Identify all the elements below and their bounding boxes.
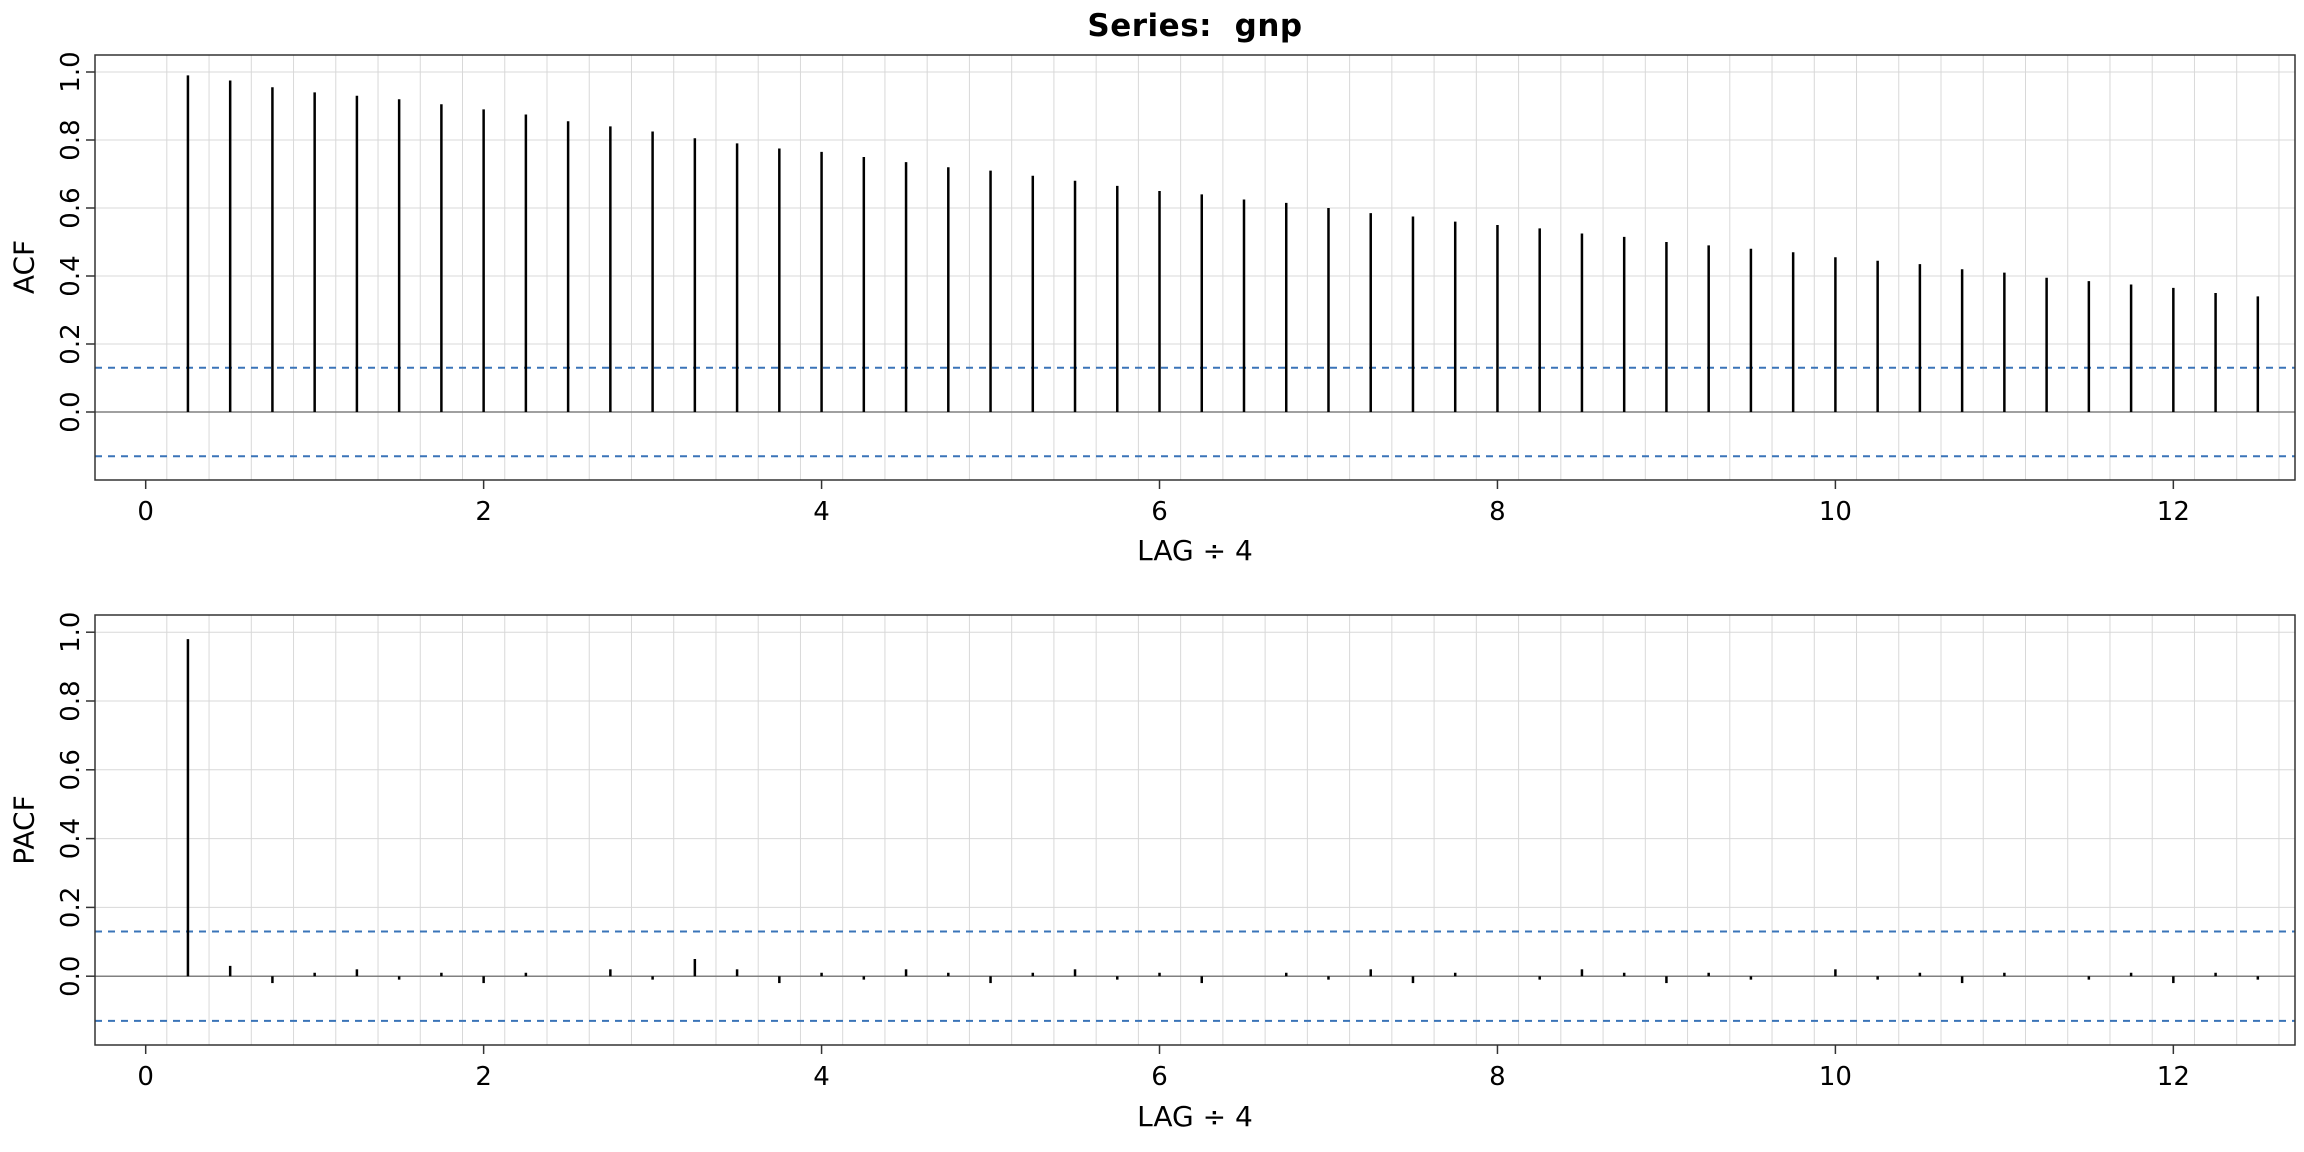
acf-x-tick-label: 0	[137, 497, 154, 527]
pacf-x-tick-label: 6	[1151, 1062, 1168, 1092]
acf-y-tick-label: 0.2	[56, 323, 86, 364]
acf-y-tick-label: 1.0	[56, 51, 86, 92]
pacf-x-tick-label: 2	[475, 1062, 492, 1092]
acf-x-tick-label: 12	[2157, 497, 2190, 527]
pacf-plot-area: 0 2 4 6 8 10 12 0.0 0.2 0.4 0.6 0.8 1.0	[56, 612, 2296, 1092]
pacf-y-tick-label: 0.6	[56, 749, 86, 790]
pacf-y-tick-label: 0.2	[56, 887, 86, 928]
pacf-x-tick-label: 8	[1489, 1062, 1506, 1092]
pacf-x-tick-label: 0	[137, 1062, 154, 1092]
acf-plot-border	[94, 54, 2296, 481]
acf-y-tick-label: 0.6	[56, 187, 86, 228]
pacf-y-tick-label: 1.0	[56, 612, 86, 653]
acf-x-tick-label: 8	[1489, 497, 1506, 527]
pacf-plot-border	[94, 614, 2296, 1046]
pacf-x-axis-label: LAG ÷ 4	[1137, 1100, 1253, 1133]
pacf-x-tick-label: 4	[813, 1062, 830, 1092]
figure-title: Series: gnp	[1087, 8, 1303, 44]
pacf-y-tick-label: 0.8	[56, 680, 86, 721]
acf-y-tick-label: 0.8	[56, 119, 86, 160]
pacf-y-tick-label: 0.4	[56, 818, 86, 859]
acf-y-tick-label: 0.4	[56, 255, 86, 296]
acf-x-axis-label: LAG ÷ 4	[1137, 534, 1253, 567]
pacf-x-tick-label: 12	[2157, 1062, 2190, 1092]
acf-plot-area: 0 2 4 6 8 10 12 0.0 0.2 0.4 0.6 0.8 1.0	[56, 51, 2296, 527]
pacf-y-tick-label: 0.0	[56, 956, 86, 997]
acf-x-tick-label: 6	[1151, 497, 1168, 527]
acf-y-tick-label: 0.0	[56, 391, 86, 432]
acf-x-tick-label: 4	[813, 497, 830, 527]
acf-x-tick-label: 10	[1819, 497, 1852, 527]
acf-x-tick-label: 2	[475, 497, 492, 527]
pacf-x-tick-label: 10	[1819, 1062, 1852, 1092]
